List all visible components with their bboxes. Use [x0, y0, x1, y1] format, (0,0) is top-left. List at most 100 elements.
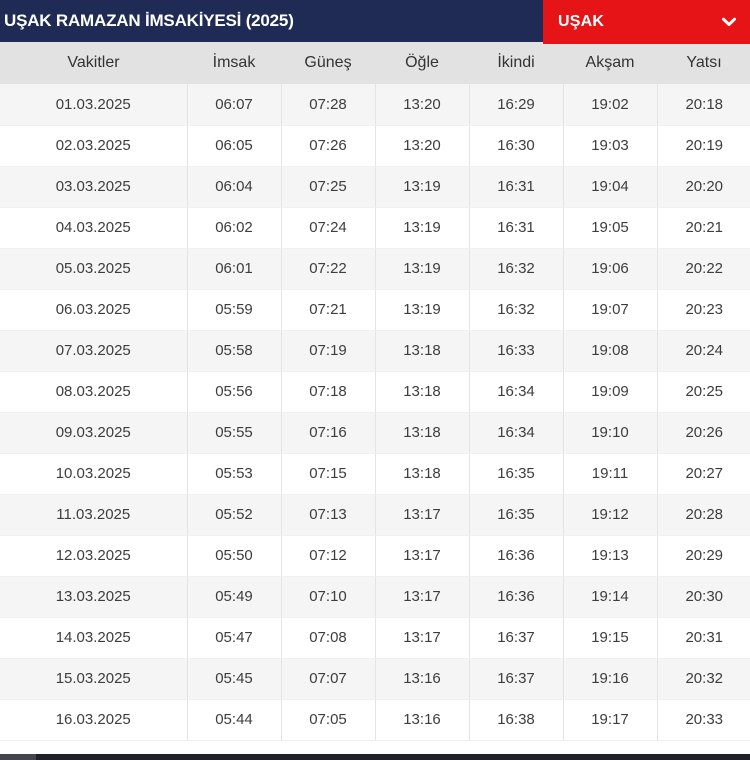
yatsi-time-cell: 20:28 — [657, 494, 750, 536]
column-header-imsak: İmsak — [187, 42, 281, 84]
date-cell: 09.03.2025 — [0, 412, 188, 454]
gunes-time-cell: 07:15 — [281, 453, 376, 495]
gunes-time-cell: 07:05 — [281, 699, 376, 741]
ikindi-time-cell: 16:31 — [469, 166, 564, 208]
imsak-time-cell: 06:01 — [187, 248, 282, 290]
ikindi-time-cell: 16:37 — [469, 617, 564, 659]
yatsi-time-cell: 20:20 — [657, 166, 750, 208]
aksam-time-cell: 19:10 — [563, 412, 658, 454]
ikindi-time-cell: 16:34 — [469, 371, 564, 413]
ikindi-time-cell: 16:36 — [469, 535, 564, 577]
ogle-time-cell: 13:17 — [375, 576, 470, 618]
table-row: 12.03.2025 05:50 07:12 13:17 16:36 19:13 20:29 — [0, 535, 750, 577]
ikindi-time-cell: 16:30 — [469, 125, 564, 167]
column-header-aksam: Akşam — [563, 42, 657, 84]
imsak-time-cell: 05:58 — [187, 330, 282, 372]
imsak-time-cell: 05:52 — [187, 494, 282, 536]
date-cell: 14.03.2025 — [0, 617, 188, 659]
gunes-time-cell: 07:25 — [281, 166, 376, 208]
imsak-time-cell: 05:50 — [187, 535, 282, 577]
date-cell: 01.03.2025 — [0, 84, 188, 126]
ikindi-time-cell: 16:35 — [469, 494, 564, 536]
scrollbar-thumb[interactable] — [0, 754, 36, 760]
gunes-time-cell: 07:07 — [281, 658, 376, 700]
ogle-time-cell: 13:17 — [375, 617, 470, 659]
ikindi-time-cell: 16:32 — [469, 248, 564, 290]
table-row: 07.03.2025 05:58 07:19 13:18 16:33 19:08 20:24 — [0, 330, 750, 372]
column-header-gunes: Güneş — [281, 42, 375, 84]
imsak-time-cell: 05:56 — [187, 371, 282, 413]
gunes-time-cell: 07:21 — [281, 289, 376, 331]
aksam-time-cell: 19:06 — [563, 248, 658, 290]
imsak-time-cell: 05:55 — [187, 412, 282, 454]
table-row: 02.03.2025 06:05 07:26 13:20 16:30 19:03 20:19 — [0, 125, 750, 167]
date-cell: 15.03.2025 — [0, 658, 188, 700]
gunes-time-cell: 07:10 — [281, 576, 376, 618]
yatsi-time-cell: 20:32 — [657, 658, 750, 700]
date-cell: 10.03.2025 — [0, 453, 188, 495]
ogle-time-cell: 13:18 — [375, 330, 470, 372]
ogle-time-cell: 13:20 — [375, 125, 470, 167]
ogle-time-cell: 13:18 — [375, 453, 470, 495]
ogle-time-cell: 13:19 — [375, 248, 470, 290]
date-cell: 13.03.2025 — [0, 576, 188, 618]
yatsi-time-cell: 20:33 — [657, 699, 750, 741]
date-cell: 16.03.2025 — [0, 699, 188, 741]
aksam-time-cell: 19:16 — [563, 658, 658, 700]
date-cell: 12.03.2025 — [0, 535, 188, 577]
table-row: 04.03.2025 06:02 07:24 13:19 16:31 19:05 20:21 — [0, 207, 750, 249]
ogle-time-cell: 13:19 — [375, 207, 470, 249]
imsak-time-cell: 05:47 — [187, 617, 282, 659]
ikindi-time-cell: 16:29 — [469, 84, 564, 126]
horizontal-scrollbar[interactable] — [0, 754, 750, 760]
table-row: 09.03.2025 05:55 07:16 13:18 16:34 19:10 20:26 — [0, 412, 750, 454]
column-header-ikindi: İkindi — [469, 42, 563, 84]
ikindi-time-cell: 16:34 — [469, 412, 564, 454]
table-row: 01.03.2025 06:07 07:28 13:20 16:29 19:02 20:18 — [0, 84, 750, 126]
imsak-time-cell: 06:04 — [187, 166, 282, 208]
ogle-time-cell: 13:18 — [375, 412, 470, 454]
city-dropdown-value: UŞAK — [558, 13, 605, 30]
imsak-time-cell: 05:49 — [187, 576, 282, 618]
table-row: 16.03.2025 05:44 07:05 13:16 16:38 19:17 20:33 — [0, 699, 750, 741]
gunes-time-cell: 07:24 — [281, 207, 376, 249]
table-row: 13.03.2025 05:49 07:10 13:17 16:36 19:14 20:30 — [0, 576, 750, 618]
column-header-ogle: Öğle — [375, 42, 469, 84]
gunes-time-cell: 07:08 — [281, 617, 376, 659]
aksam-time-cell: 19:09 — [563, 371, 658, 413]
table-body: 01.03.2025 06:07 07:28 13:20 16:29 19:02 20:18… — [0, 84, 750, 741]
column-header-vakitler: Vakitler — [0, 42, 187, 84]
table-row: 11.03.2025 05:52 07:13 13:17 16:35 19:12 20:28 — [0, 494, 750, 536]
ikindi-time-cell: 16:37 — [469, 658, 564, 700]
date-cell: 03.03.2025 — [0, 166, 188, 208]
chevron-down-icon — [722, 17, 736, 27]
date-cell: 11.03.2025 — [0, 494, 188, 536]
ikindi-time-cell: 16:31 — [469, 207, 564, 249]
table-row: 05.03.2025 06:01 07:22 13:19 16:32 19:06 20:22 — [0, 248, 750, 290]
yatsi-time-cell: 20:24 — [657, 330, 750, 372]
ogle-time-cell: 13:19 — [375, 289, 470, 331]
date-cell: 06.03.2025 — [0, 289, 188, 331]
ogle-time-cell: 13:16 — [375, 658, 470, 700]
yatsi-time-cell: 20:23 — [657, 289, 750, 331]
gunes-time-cell: 07:12 — [281, 535, 376, 577]
aksam-time-cell: 19:04 — [563, 166, 658, 208]
yatsi-time-cell: 20:27 — [657, 453, 750, 495]
aksam-time-cell: 19:11 — [563, 453, 658, 495]
aksam-time-cell: 19:05 — [563, 207, 658, 249]
table-row: 15.03.2025 05:45 07:07 13:16 16:37 19:16 20:32 — [0, 658, 750, 700]
table-row: 14.03.2025 05:47 07:08 13:17 16:37 19:15 20:31 — [0, 617, 750, 659]
gunes-time-cell: 07:26 — [281, 125, 376, 167]
date-cell: 07.03.2025 — [0, 330, 188, 372]
yatsi-time-cell: 20:25 — [657, 371, 750, 413]
gunes-time-cell: 07:13 — [281, 494, 376, 536]
aksam-time-cell: 19:07 — [563, 289, 658, 331]
table-row: 08.03.2025 05:56 07:18 13:18 16:34 19:09 20:25 — [0, 371, 750, 413]
yatsi-time-cell: 20:31 — [657, 617, 750, 659]
ikindi-time-cell: 16:35 — [469, 453, 564, 495]
table-row: 03.03.2025 06:04 07:25 13:19 16:31 19:04 20:20 — [0, 166, 750, 208]
ikindi-time-cell: 16:33 — [469, 330, 564, 372]
aksam-time-cell: 19:02 — [563, 84, 658, 126]
yatsi-time-cell: 20:26 — [657, 412, 750, 454]
city-dropdown[interactable]: UŞAK — [543, 0, 750, 44]
